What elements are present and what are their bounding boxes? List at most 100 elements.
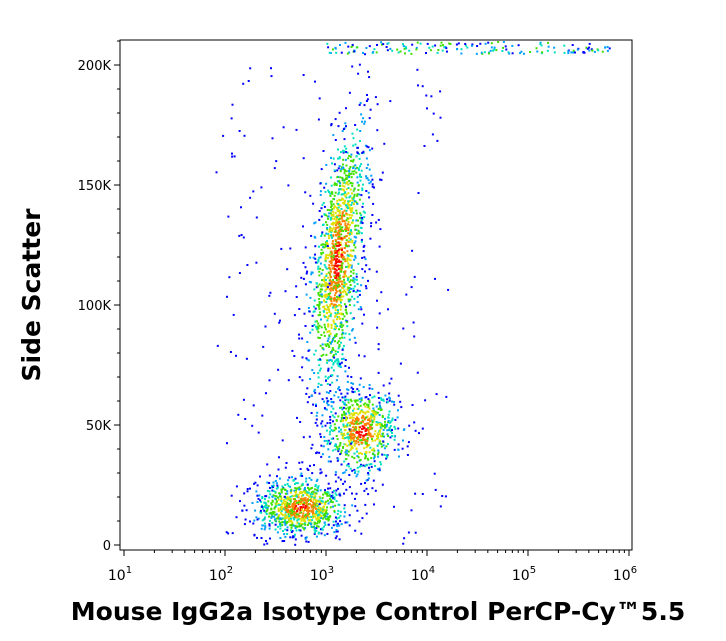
data-point [346, 521, 349, 524]
data-point [318, 451, 321, 454]
data-point [406, 445, 409, 448]
data-point [342, 251, 345, 254]
data-point [363, 122, 366, 125]
data-point [275, 513, 278, 516]
data-point [329, 390, 332, 392]
data-point [444, 45, 447, 48]
data-point [330, 270, 332, 273]
data-point [328, 209, 331, 212]
data-point [314, 391, 317, 394]
data-point [540, 44, 543, 47]
data-point [401, 447, 404, 450]
data-point [326, 228, 329, 231]
data-point [295, 507, 298, 510]
data-point [271, 495, 274, 498]
data-point [328, 260, 331, 263]
data-point [351, 255, 354, 258]
data-point [316, 325, 319, 328]
data-point [292, 498, 295, 500]
data-point [340, 260, 343, 263]
data-point [270, 502, 273, 505]
data-point [318, 314, 321, 316]
data-point [585, 46, 588, 49]
data-point [563, 51, 566, 54]
data-point [346, 256, 349, 259]
data-point [340, 151, 342, 154]
data-point [365, 422, 368, 425]
data-point [298, 511, 301, 514]
data-point [361, 256, 364, 259]
data-point [336, 313, 339, 315]
data-point [284, 500, 287, 503]
data-point [350, 270, 352, 273]
data-point [338, 328, 340, 331]
data-point [286, 490, 289, 493]
data-point [353, 194, 356, 197]
data-point [349, 421, 352, 424]
data-point [301, 514, 304, 517]
data-point [363, 427, 366, 430]
data-point [293, 502, 296, 505]
data-point [300, 276, 303, 279]
data-point [371, 438, 373, 440]
data-point [327, 337, 330, 340]
data-point [368, 196, 371, 199]
data-point [327, 344, 330, 347]
data-point [284, 528, 287, 531]
data-point [333, 328, 336, 331]
data-point [336, 457, 339, 460]
data-point [317, 314, 320, 317]
data-point [311, 505, 314, 508]
data-point [326, 227, 329, 229]
data-point [359, 433, 362, 436]
data-point [283, 533, 286, 536]
data-point [318, 324, 321, 327]
data-point [349, 207, 352, 210]
data-point [357, 184, 360, 187]
data-point [313, 491, 316, 494]
data-point [362, 210, 365, 213]
data-point [351, 192, 353, 195]
data-point [413, 335, 416, 338]
data-point [359, 458, 362, 461]
data-point [274, 504, 277, 507]
data-point [345, 312, 348, 315]
data-point [311, 526, 314, 528]
data-point [331, 339, 334, 342]
data-point [588, 42, 591, 45]
data-point [377, 421, 380, 424]
data-point [242, 398, 245, 401]
data-point [359, 412, 361, 414]
data-point [342, 472, 345, 474]
data-point [349, 298, 351, 301]
data-point [355, 431, 358, 434]
data-point [342, 258, 345, 261]
data-point [298, 376, 301, 379]
data-point [268, 515, 271, 518]
data-point [376, 326, 379, 329]
data-point [505, 48, 508, 51]
data-point [305, 477, 308, 480]
data-point [368, 423, 371, 426]
data-point [341, 176, 344, 179]
data-point [331, 401, 334, 403]
data-point [370, 417, 373, 420]
data-point [280, 247, 283, 250]
data-point [329, 358, 332, 361]
data-point [270, 508, 273, 511]
data-point [351, 492, 353, 495]
data-point [285, 462, 288, 464]
data-point [321, 512, 324, 515]
data-point [307, 511, 310, 514]
data-point [300, 498, 303, 501]
data-point [362, 464, 365, 467]
data-point [305, 392, 308, 395]
data-point [369, 108, 372, 111]
data-point [397, 394, 400, 397]
data-point [381, 43, 383, 46]
data-point [383, 425, 386, 427]
data-point [339, 301, 342, 304]
data-point [346, 205, 349, 208]
data-point [359, 216, 361, 219]
data-point [343, 273, 346, 276]
